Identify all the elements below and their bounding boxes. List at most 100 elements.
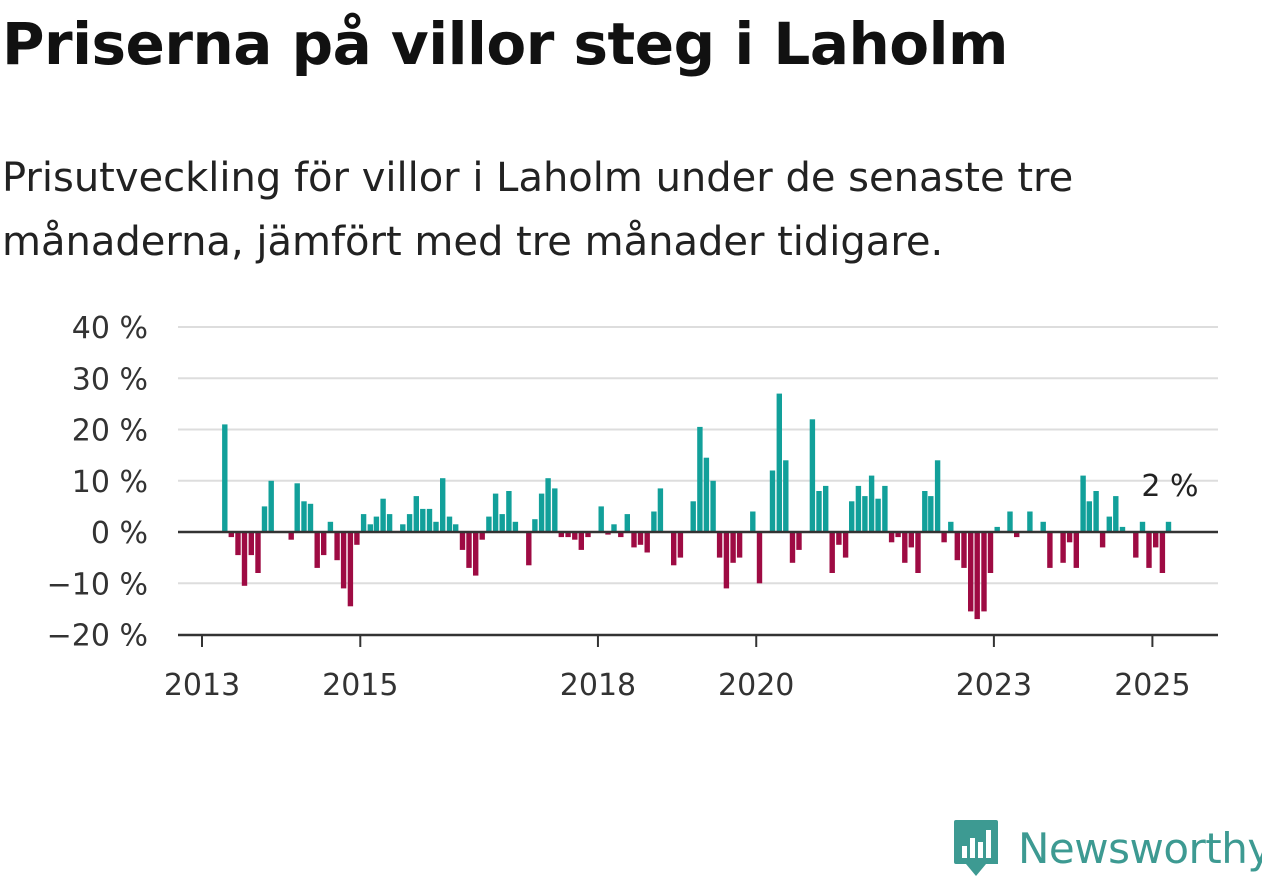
bar [1047, 532, 1053, 568]
bar [228, 532, 234, 538]
bar [657, 488, 664, 532]
bar [499, 514, 505, 532]
bar [1060, 532, 1066, 563]
bar [624, 514, 630, 532]
bar [716, 532, 723, 558]
bar [605, 532, 611, 535]
bar [446, 516, 453, 532]
bar [222, 424, 228, 532]
bar [922, 491, 928, 532]
bar [1027, 511, 1033, 532]
bar [354, 532, 360, 545]
x-tick-label: 2023 [956, 668, 1032, 703]
newsworthy-logo-icon [954, 820, 998, 876]
bar [888, 532, 895, 543]
bar [783, 460, 789, 533]
bar [1153, 532, 1159, 548]
bar [538, 493, 545, 532]
bar [987, 532, 994, 573]
bar [255, 532, 261, 573]
y-tick-label: 30 % [72, 362, 148, 397]
bar [440, 478, 446, 532]
bar [268, 480, 274, 533]
bar [307, 503, 314, 532]
bar [578, 532, 584, 550]
bar [545, 478, 551, 532]
bar [360, 514, 367, 532]
bar [941, 532, 947, 543]
bar [1007, 511, 1013, 532]
y-tick-label: 40 % [72, 311, 148, 346]
bar [386, 514, 393, 532]
bar [769, 470, 776, 532]
bar [1099, 532, 1106, 548]
bar [1119, 526, 1126, 532]
bar [875, 498, 881, 532]
bar [301, 501, 307, 533]
bar [915, 532, 921, 573]
bar [868, 475, 875, 532]
bar [327, 521, 334, 533]
bar [671, 532, 677, 566]
x-tick-label: 2020 [718, 668, 794, 703]
bar [1086, 501, 1092, 533]
bar [1040, 521, 1046, 533]
bar [1139, 521, 1146, 533]
bar [479, 532, 485, 540]
bar [829, 532, 835, 573]
y-tick-label: −20 % [47, 619, 148, 654]
bar [842, 532, 849, 558]
bar [261, 506, 268, 532]
bar [340, 532, 347, 589]
bar [406, 514, 413, 532]
bar [703, 457, 710, 532]
bar [558, 532, 564, 538]
bar [314, 532, 320, 568]
chart-title: Priserna på villor steg i Laholm [2, 10, 1008, 78]
bar [426, 508, 433, 532]
bar [796, 532, 802, 550]
bar [506, 491, 512, 532]
bar [934, 460, 941, 533]
bar [637, 532, 644, 545]
bar [994, 526, 1000, 532]
bar [1159, 532, 1166, 573]
bar [631, 532, 637, 548]
bar [486, 516, 492, 532]
bar [789, 532, 796, 563]
bar [816, 491, 822, 532]
bar [1066, 532, 1073, 543]
bar [836, 532, 842, 545]
bar [974, 532, 980, 620]
bar [598, 506, 604, 532]
bar [855, 485, 862, 532]
bar [367, 524, 373, 532]
bar [420, 508, 426, 532]
bar [1165, 521, 1172, 533]
bar [895, 532, 901, 538]
bar [466, 532, 472, 568]
bar [526, 532, 532, 566]
bar [288, 532, 294, 540]
bar [882, 485, 888, 532]
bar [433, 521, 439, 533]
bar [961, 532, 967, 568]
x-tick-label: 2018 [560, 668, 636, 703]
bar [723, 532, 730, 589]
y-tick-label: 20 % [72, 414, 148, 449]
bar [248, 532, 254, 556]
bar [453, 524, 459, 532]
bar [823, 485, 829, 532]
bar [1146, 532, 1152, 568]
bar [512, 521, 519, 533]
bar [862, 496, 868, 532]
chart-subtitle: Prisutveckling för villor i Laholm under… [2, 155, 1074, 265]
bar [321, 532, 327, 556]
bar [611, 524, 617, 532]
last-value-label: 2 % [1141, 469, 1198, 504]
bar [334, 532, 340, 561]
bar [492, 493, 499, 532]
bar [750, 511, 756, 532]
bar [565, 532, 571, 538]
y-tick-label: 10 % [72, 465, 148, 500]
